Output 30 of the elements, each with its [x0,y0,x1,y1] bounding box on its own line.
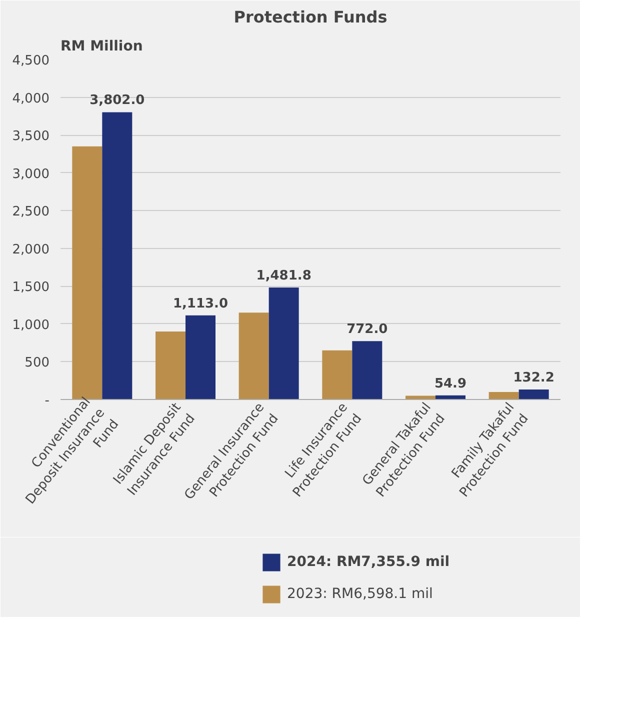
bar [406,396,436,400]
y-tick-label: 3,000 [12,166,50,182]
legend-label: 2023: RM6,598.1 mil [287,586,433,602]
bar [102,112,132,400]
y-tick-label: 1,000 [12,318,50,333]
bar [268,288,299,400]
data-label: 54.9 [434,376,467,392]
y-axis-title: RM Million [60,38,143,54]
bar [186,315,216,400]
data-label: 1,113.0 [172,296,228,312]
bar [156,332,186,400]
chart-title: Protection Funds [234,8,388,26]
data-label: 132.2 [513,370,554,386]
y-tick-label: 2,500 [12,204,50,220]
bar [352,341,382,400]
y-tick-label: 4,000 [12,91,50,106]
bar [488,392,519,400]
data-label: 1,481.8 [256,268,312,284]
bar [322,350,352,400]
legend-label: 2024: RM7,355.9 mil [287,554,450,570]
y-tick-label: 1,500 [12,280,50,296]
y-tick-label: 500 [24,356,50,371]
y-tick-label: 4,500 [12,54,50,68]
data-label: 772.0 [346,322,388,338]
y-tick-label: - [44,394,50,408]
y-tick-label: 2,000 [12,242,50,258]
y-tick-label: 3,500 [12,129,50,144]
bar [518,390,549,400]
data-label: 3,802.0 [90,93,145,108]
bar [238,312,269,400]
